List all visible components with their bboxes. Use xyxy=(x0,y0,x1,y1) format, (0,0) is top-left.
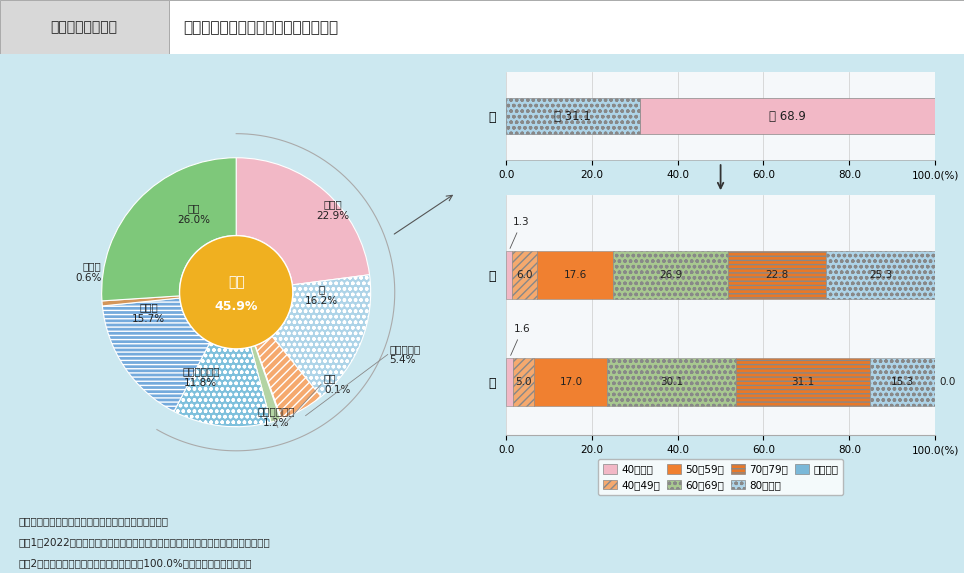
Wedge shape xyxy=(101,158,236,301)
Text: 30.1: 30.1 xyxy=(660,377,683,387)
Text: 資料：厚生労働省「国民生活基礎調査」（令和４年）: 資料：厚生労働省「国民生活基礎調査」（令和４年） xyxy=(19,516,169,526)
Bar xyxy=(534,358,607,406)
Wedge shape xyxy=(251,346,281,422)
Text: 1.3: 1.3 xyxy=(510,217,530,249)
Text: 子の配偶者
5.4%: 子の配偶者 5.4% xyxy=(389,344,420,366)
Text: その他の親族
1.2%: その他の親族 1.2% xyxy=(257,406,295,427)
Bar xyxy=(169,0,964,54)
Bar xyxy=(512,251,537,299)
Text: 要介護者等からみた主な介護者の続柄: 要介護者等からみた主な介護者の続柄 xyxy=(183,19,338,35)
Text: 15.3: 15.3 xyxy=(891,377,914,387)
Wedge shape xyxy=(255,336,321,419)
Text: 17.6: 17.6 xyxy=(564,270,587,280)
Text: 男 31.1: 男 31.1 xyxy=(554,109,591,123)
Wedge shape xyxy=(174,343,271,427)
Text: 5.0: 5.0 xyxy=(516,377,532,387)
Text: （注2）四捨五入の関係で、足し合わせても100.0%にならない場合がある。: （注2）四捨五入の関係で、足し合わせても100.0%にならない場合がある。 xyxy=(19,558,253,568)
Text: 0.0: 0.0 xyxy=(940,377,956,387)
Text: 26.9: 26.9 xyxy=(659,270,683,280)
Bar xyxy=(537,251,613,299)
Bar xyxy=(607,358,736,406)
Bar xyxy=(870,358,935,406)
Bar xyxy=(0,0,169,54)
Text: （注1）2022（令和４）年調査では、男の「同居の主な介護者」の年齢不詳はない。: （注1）2022（令和４）年調査では、男の「同居の主な介護者」の年齢不詳はない。 xyxy=(19,537,271,547)
Bar xyxy=(506,251,512,299)
Text: 不詳
26.0%: 不詳 26.0% xyxy=(177,203,210,225)
Text: 女 68.9: 女 68.9 xyxy=(769,109,806,123)
Bar xyxy=(729,251,826,299)
Text: 図１－２－２－８: 図１－２－２－８ xyxy=(50,20,118,34)
Bar xyxy=(613,251,729,299)
Wedge shape xyxy=(102,296,180,306)
Circle shape xyxy=(179,236,293,349)
Text: 17.0: 17.0 xyxy=(559,377,582,387)
Text: 同居: 同居 xyxy=(228,275,245,289)
Text: 別居の家族等
11.8%: 別居の家族等 11.8% xyxy=(182,366,220,388)
Text: 事業者
15.7%: 事業者 15.7% xyxy=(132,303,165,324)
Legend: 40歳未満, 40〜49歳, 50〜59歳, 60〜69歳, 70〜79歳, 80歳以上, 年齢不詳: 40歳未満, 40〜49歳, 50〜59歳, 60〜69歳, 70〜79歳, 8… xyxy=(598,459,844,495)
Wedge shape xyxy=(272,274,371,397)
Text: 22.8: 22.8 xyxy=(765,270,789,280)
Wedge shape xyxy=(236,158,369,285)
Bar xyxy=(826,251,935,299)
Text: 父母
0.1%: 父母 0.1% xyxy=(324,374,350,395)
Bar xyxy=(513,358,534,406)
Text: その他
0.6%: その他 0.6% xyxy=(75,262,101,283)
Text: 31.1: 31.1 xyxy=(791,377,815,387)
Bar xyxy=(639,98,935,134)
Text: 25.3: 25.3 xyxy=(869,270,892,280)
Bar xyxy=(506,98,639,134)
Text: 45.9%: 45.9% xyxy=(215,300,257,313)
Text: 配偶者
22.9%: 配偶者 22.9% xyxy=(316,199,349,221)
Wedge shape xyxy=(102,298,210,411)
Text: 1.6: 1.6 xyxy=(511,324,530,355)
Text: 6.0: 6.0 xyxy=(517,270,533,280)
Text: 子
16.2%: 子 16.2% xyxy=(305,284,337,306)
Bar xyxy=(736,358,870,406)
Bar xyxy=(506,358,513,406)
Wedge shape xyxy=(254,346,281,419)
